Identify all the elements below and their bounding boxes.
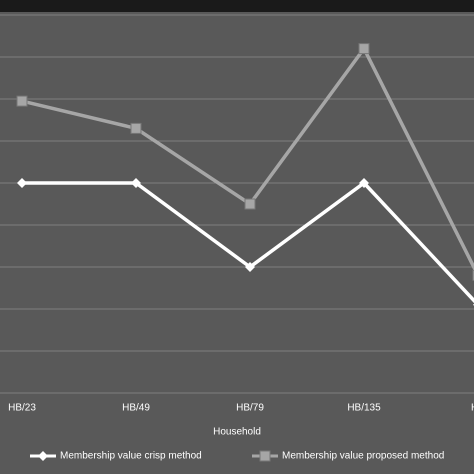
x-axis-label: Household bbox=[213, 427, 261, 438]
legend-marker bbox=[259, 450, 271, 462]
data-point bbox=[17, 178, 27, 188]
legend-label: Membership value proposed method bbox=[282, 451, 444, 462]
data-point bbox=[245, 262, 255, 272]
x-tick-label: HB bbox=[471, 403, 474, 414]
x-tick-label: HB/135 bbox=[347, 403, 381, 414]
data-point bbox=[358, 43, 370, 55]
data-point bbox=[16, 95, 28, 107]
x-tick-label: HB/49 bbox=[122, 403, 150, 414]
data-point bbox=[130, 122, 142, 134]
x-tick-label: HB/79 bbox=[236, 403, 264, 414]
data-point bbox=[359, 178, 369, 188]
data-point bbox=[131, 178, 141, 188]
legend-marker bbox=[38, 451, 48, 461]
top-band bbox=[0, 0, 474, 12]
legend-label: Membership value crisp method bbox=[60, 451, 202, 462]
x-tick-label: HB/23 bbox=[8, 403, 36, 414]
data-point bbox=[244, 198, 256, 210]
